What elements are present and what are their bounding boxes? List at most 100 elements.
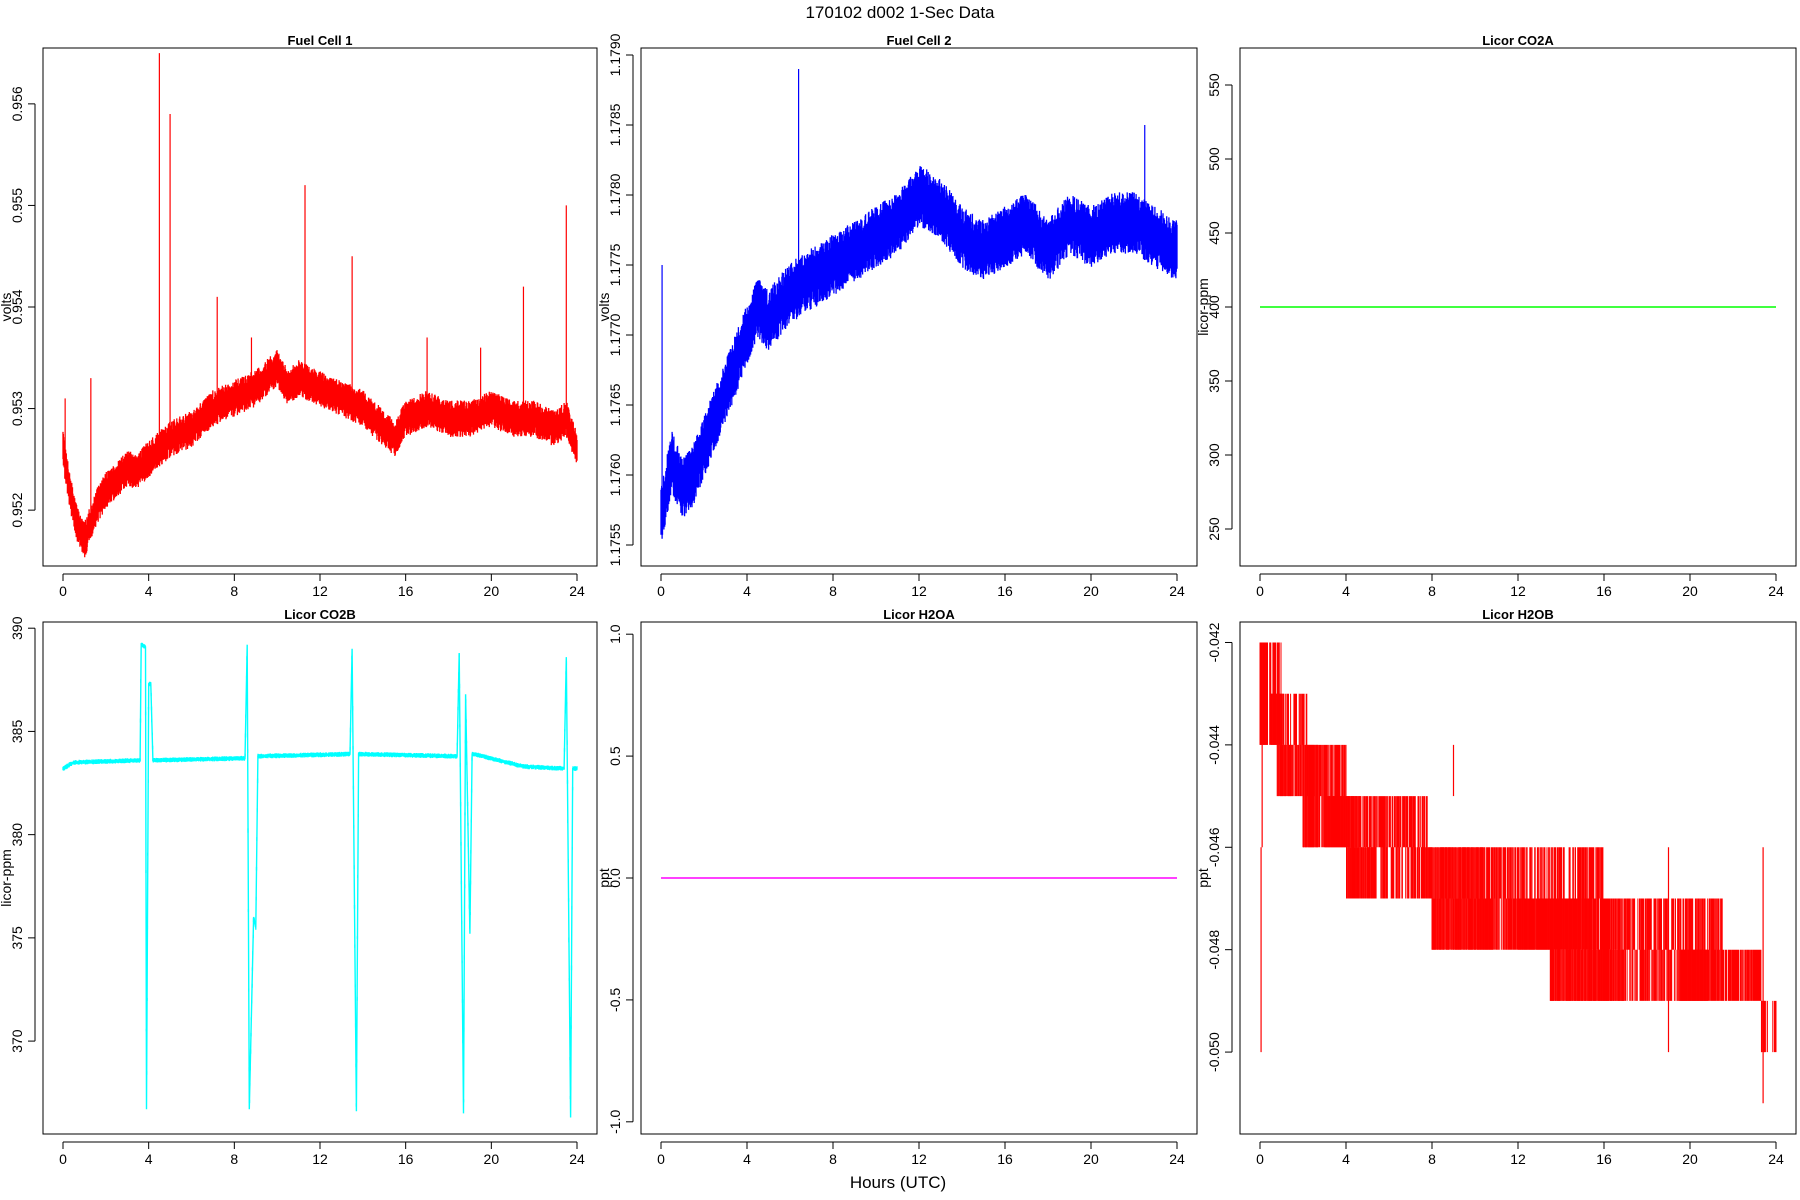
x-tick-label: 24 xyxy=(1169,1151,1185,1167)
x-tick-label: 16 xyxy=(1596,1151,1612,1167)
y-tick-label: 1.1775 xyxy=(607,243,623,286)
y-tick-label: -0.046 xyxy=(1206,827,1222,867)
y-tick-label: 1.1790 xyxy=(607,33,623,76)
x-tick-label: 24 xyxy=(1768,1151,1784,1167)
x-tick-label: 4 xyxy=(743,583,751,599)
data-trace-steps xyxy=(62,643,577,1118)
x-tick-label: 24 xyxy=(1768,583,1784,599)
y-tick-label: -0.042 xyxy=(1206,622,1222,662)
chart-panel-5: Licor H2OA ppt 0 4 8 12 16 20 24 -1.0 -0.5 0.0 0.5 1.… xyxy=(596,607,1198,1167)
x-tick-label: 24 xyxy=(569,583,585,599)
x-tick-label: 16 xyxy=(398,1151,414,1167)
x-tick-label: 8 xyxy=(829,583,837,599)
x-tick-label: 4 xyxy=(1342,583,1350,599)
x-tick-label: 20 xyxy=(1682,583,1698,599)
x-tick-label: 0 xyxy=(1256,583,1264,599)
chart-panels: Fuel Cell 1 volts 0 4 8 12 16 20 24 0.952 0.953 0.9… xyxy=(0,33,1797,1167)
x-tick-label: 8 xyxy=(1428,1151,1436,1167)
y-tick-label: 450 xyxy=(1206,221,1222,245)
y-tick-label: 0.953 xyxy=(9,391,25,426)
x-tick-label: 24 xyxy=(1169,583,1185,599)
x-tick-label: 0 xyxy=(59,583,67,599)
y-tick-label: -0.044 xyxy=(1206,725,1222,765)
y-axis-label: licor-ppm xyxy=(1195,278,1211,336)
y-tick-label: -1.0 xyxy=(607,1110,623,1134)
x-tick-label: 12 xyxy=(312,583,328,599)
x-tick-label: 8 xyxy=(829,1151,837,1167)
y-tick-label: 0.0 xyxy=(607,868,623,888)
chart-panel-2: Fuel Cell 2 volts 0 4 8 12 16 20 24 1.1755 1.1760 1… xyxy=(596,33,1198,599)
y-tick-label: 1.1770 xyxy=(607,313,623,356)
y-tick-label: 550 xyxy=(1206,73,1222,97)
x-tick-label: 0 xyxy=(657,1151,665,1167)
x-tick-label: 4 xyxy=(743,1151,751,1167)
y-tick-label: -0.5 xyxy=(607,988,623,1012)
y-tick-label: 0.956 xyxy=(9,86,25,121)
chart-title: Licor H2OB xyxy=(1482,607,1554,622)
y-tick-label: 1.1760 xyxy=(607,453,623,496)
x-tick-label: 16 xyxy=(398,583,414,599)
y-axis-label: licor-ppm xyxy=(0,849,14,907)
y-axis-label: ppt xyxy=(596,868,612,888)
plot-frame xyxy=(42,47,598,567)
series-line xyxy=(62,53,578,558)
plot-frame xyxy=(1239,47,1797,567)
plot-frame xyxy=(640,47,1198,567)
x-tick-label: 0 xyxy=(59,1151,67,1167)
chart-title: Fuel Cell 2 xyxy=(886,33,951,48)
x-tick-label: 20 xyxy=(1083,1151,1099,1167)
y-tick-label: 385 xyxy=(9,720,25,744)
y-tick-label: -0.048 xyxy=(1206,930,1222,970)
chart-panel-4: Licor CO2B licor-ppm 0 4 8 12 16 20 24 370 375 380 3… xyxy=(0,607,598,1167)
y-tick-label: 300 xyxy=(1206,443,1222,467)
y-tick-label: 0.955 xyxy=(9,188,25,223)
y-axis-label: ppt xyxy=(1195,868,1211,888)
chart-panel-6: Licor H2OB ppt 0 4 8 12 16 20 24 -0.050 -0.048 -0.0… xyxy=(1195,607,1797,1167)
x-tick-label: 12 xyxy=(312,1151,328,1167)
x-tick-label: 4 xyxy=(145,1151,153,1167)
x-tick-label: 4 xyxy=(145,583,153,599)
x-tick-label: 12 xyxy=(1510,1151,1526,1167)
x-tick-label: 8 xyxy=(230,583,238,599)
x-tick-label: 24 xyxy=(569,1151,585,1167)
chart-title: Fuel Cell 1 xyxy=(287,33,352,48)
series-line xyxy=(660,69,1178,539)
y-tick-label: 250 xyxy=(1206,517,1222,541)
chart-panel-3: Licor CO2A licor-ppm 0 4 8 12 16 20 24 250 300 350 4… xyxy=(1195,33,1797,599)
y-tick-label: 1.0 xyxy=(607,624,623,644)
data-trace xyxy=(1259,642,1777,1053)
y-tick-label: 0.5 xyxy=(607,746,623,766)
x-tick-label: 20 xyxy=(484,583,500,599)
y-tick-label: 380 xyxy=(9,823,25,847)
x-tick-label: 12 xyxy=(911,1151,927,1167)
x-tick-label: 0 xyxy=(1256,1151,1264,1167)
chart-title: Licor H2OA xyxy=(883,607,955,622)
y-axis-label: volts xyxy=(596,293,612,322)
x-tick-label: 16 xyxy=(997,1151,1013,1167)
x-tick-label: 4 xyxy=(1342,1151,1350,1167)
y-tick-label: 0.952 xyxy=(9,492,25,527)
y-tick-label: 1.1765 xyxy=(607,383,623,426)
x-tick-label: 12 xyxy=(1510,583,1526,599)
plot-frame xyxy=(42,621,598,1135)
plot-frame xyxy=(1239,621,1797,1135)
y-tick-label: 1.1755 xyxy=(607,523,623,566)
chart-panel-1: Fuel Cell 1 volts 0 4 8 12 16 20 24 0.952 0.953 0.9… xyxy=(0,33,598,599)
chart-title: Licor CO2A xyxy=(1482,33,1554,48)
y-tick-label: 500 xyxy=(1206,147,1222,171)
chart-title: Licor CO2B xyxy=(284,607,356,622)
y-tick-label: 400 xyxy=(1206,295,1222,319)
plot-frame xyxy=(640,621,1198,1135)
y-tick-label: -0.050 xyxy=(1206,1032,1222,1072)
y-tick-label: 1.1785 xyxy=(607,103,623,146)
figure-x-axis-label: Hours (UTC) xyxy=(850,1173,946,1192)
x-tick-label: 20 xyxy=(1083,583,1099,599)
x-tick-label: 16 xyxy=(997,583,1013,599)
x-tick-label: 16 xyxy=(1596,583,1612,599)
series-line xyxy=(1259,642,1777,1104)
x-tick-label: 12 xyxy=(911,583,927,599)
data-trace xyxy=(660,166,1178,539)
data-trace xyxy=(62,350,578,558)
